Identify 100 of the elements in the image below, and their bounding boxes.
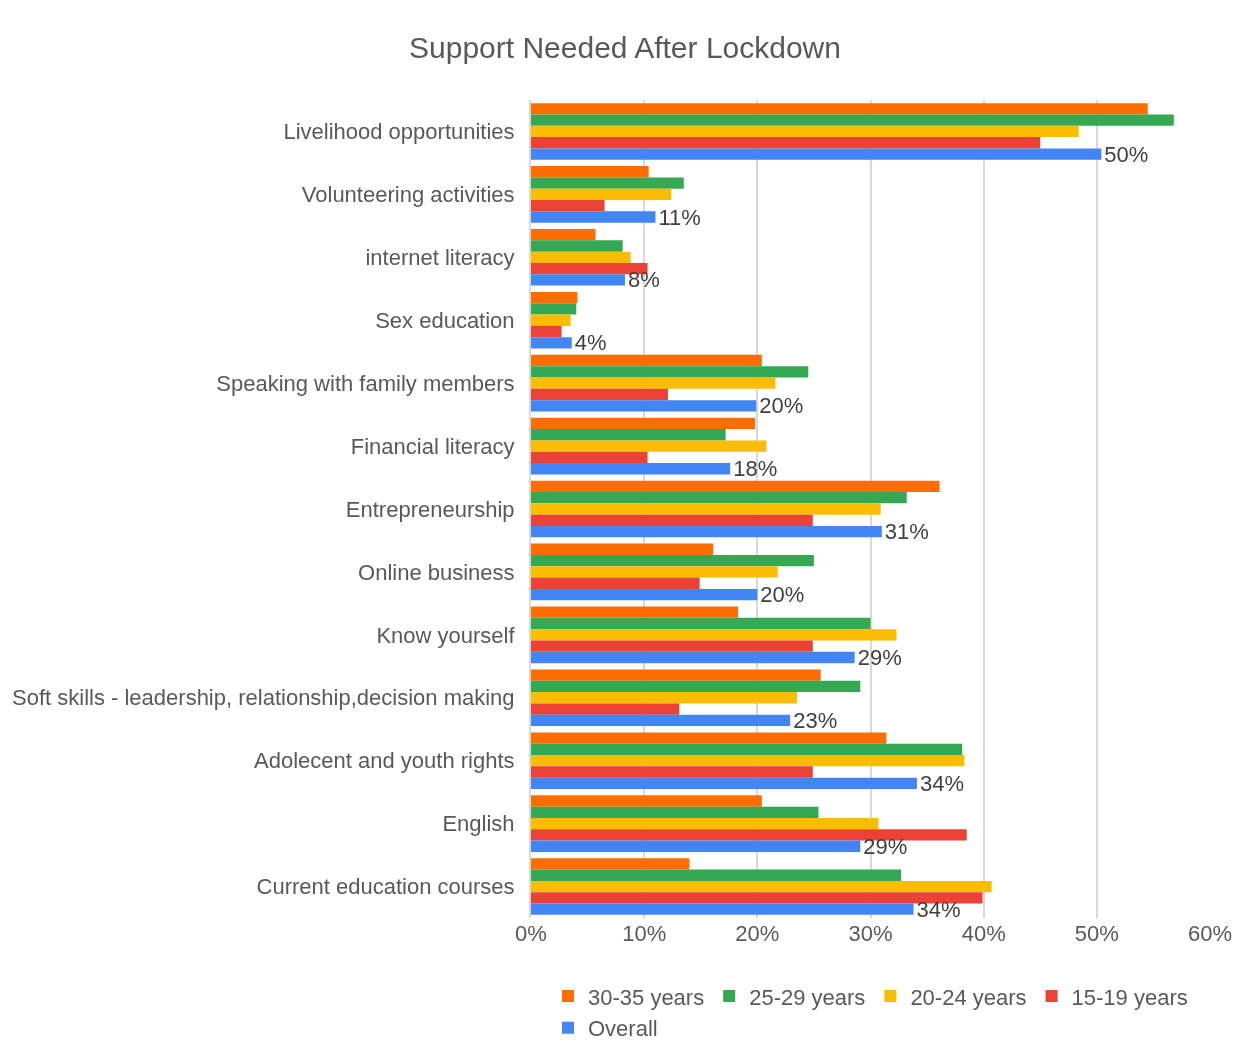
bar (531, 903, 914, 915)
bar (531, 274, 625, 286)
y-tick-label: Know yourself (376, 622, 516, 648)
y-tick-label: internet literacy (365, 245, 515, 271)
bar (531, 892, 983, 904)
bar (531, 200, 605, 212)
data-label: 23% (793, 707, 838, 733)
bar (531, 640, 813, 652)
y-tick-label: Online business (358, 559, 515, 585)
bar (531, 251, 631, 263)
bar (531, 692, 797, 704)
bar (531, 732, 887, 744)
data-label: 34% (916, 896, 961, 922)
bar (531, 829, 967, 841)
bar (531, 228, 596, 241)
bar (531, 103, 1148, 115)
data-label: 50% (1104, 141, 1149, 167)
bar (531, 417, 756, 430)
legend-label: 25-29 years (749, 984, 866, 1010)
bar (531, 577, 700, 589)
data-label: 20% (760, 582, 805, 608)
legend-label: Overall (588, 1016, 658, 1042)
y-tick-label: Speaking with family members (216, 370, 515, 396)
bar (531, 777, 917, 790)
bar (531, 354, 762, 367)
x-tick-label: 60% (1187, 921, 1233, 946)
bar (531, 840, 861, 852)
bar (531, 817, 879, 830)
bar (531, 795, 762, 807)
bar (531, 240, 623, 252)
bar (531, 148, 1102, 160)
bar (531, 806, 819, 818)
bar (531, 680, 861, 693)
bar (531, 440, 767, 452)
data-label: 4% (574, 330, 607, 356)
y-tick-label: Sex education (375, 307, 515, 333)
y-tick-label: Volunteering activities (301, 182, 515, 208)
bar (531, 554, 814, 567)
bar (531, 463, 731, 475)
bar (531, 514, 813, 526)
data-label: 8% (627, 267, 660, 293)
bar (531, 703, 680, 715)
y-tick-label: English (442, 811, 515, 837)
bar (531, 669, 821, 681)
bar (531, 714, 791, 727)
bar (531, 291, 578, 304)
bar (531, 543, 714, 555)
bar (531, 400, 757, 412)
data-label: 11% (658, 204, 701, 230)
bar (531, 480, 940, 493)
bar (531, 743, 963, 756)
bar (531, 388, 668, 401)
legend-label: 20-24 years (910, 984, 1027, 1010)
bar (531, 755, 965, 767)
bar (531, 137, 1041, 149)
y-tick-label: Soft skills - leadership, relationship,decision making (12, 685, 515, 711)
bar (531, 377, 776, 389)
bar (531, 566, 778, 578)
bar (531, 177, 684, 189)
x-tick-label: 20% (735, 921, 780, 946)
data-label: 18% (733, 456, 778, 482)
bar (531, 588, 758, 601)
y-tick-label: Current education courses (256, 874, 515, 900)
bar (531, 880, 992, 893)
y-tick-label: Livelihood opportunities (283, 119, 515, 145)
x-tick-label: 50% (1074, 921, 1119, 946)
x-tick-label: 40% (961, 921, 1006, 946)
data-label: 29% (857, 645, 902, 670)
bar (531, 858, 690, 870)
bar (531, 325, 562, 338)
bar (531, 492, 907, 504)
data-label: 34% (919, 770, 964, 796)
data-label: 29% (863, 833, 908, 859)
bar (531, 125, 1079, 138)
bar (531, 503, 881, 515)
bar (531, 525, 882, 538)
bar (531, 211, 656, 223)
y-tick-label: Adolecent and youth rights (254, 748, 515, 774)
bar (531, 114, 1174, 126)
data-label: 20% (759, 393, 804, 419)
data-label: 31% (884, 519, 929, 545)
bar (531, 629, 897, 641)
bar (531, 869, 902, 881)
bar (531, 606, 739, 618)
y-tick-label: Entrepreneurship (345, 496, 515, 522)
bar (531, 188, 672, 201)
bar (531, 366, 809, 378)
bar (531, 451, 648, 464)
bar (531, 429, 726, 441)
x-tick-label: 0% (515, 921, 547, 946)
y-tick-label: Financial literacy (350, 433, 515, 459)
bar (531, 337, 572, 349)
legend-label: 30-35 years (588, 984, 705, 1010)
bar (531, 766, 813, 778)
bar (531, 303, 577, 315)
bar (531, 651, 855, 664)
chart-title: Support Needed After Lockdown (409, 31, 841, 65)
bar (531, 617, 871, 630)
bar (531, 166, 649, 178)
bar (531, 314, 571, 326)
